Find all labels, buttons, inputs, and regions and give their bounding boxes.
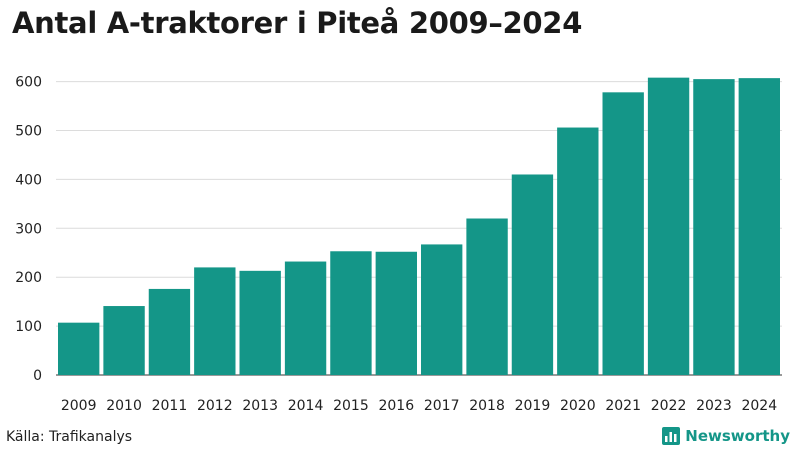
bar-2019 <box>511 174 554 375</box>
x-tick-label: 2020 <box>560 398 596 414</box>
y-axis-ticks: 0 100 200 300 400 500 600 <box>15 75 42 384</box>
bar-2010 <box>103 306 145 375</box>
brand: Newsworthy <box>662 427 790 445</box>
bar-chart: 0 100 200 300 400 500 600 2009 2010 2011 2012 2013… <box>15 75 782 414</box>
y-tick-label: 600 <box>15 75 42 91</box>
bar-2018 <box>466 218 508 375</box>
y-tick-label: 100 <box>15 319 42 335</box>
bar-2013 <box>239 270 281 375</box>
x-tick-label: 2012 <box>197 398 233 414</box>
bars <box>58 77 780 376</box>
y-tick-label: 300 <box>15 221 42 237</box>
bar-2016 <box>375 251 417 375</box>
x-tick-label: 2013 <box>242 398 278 414</box>
x-tick-label: 2014 <box>288 398 324 414</box>
bar-2009 <box>58 322 100 375</box>
y-tick-label: 0 <box>33 368 42 384</box>
bar-2020 <box>557 127 599 375</box>
bar-2024 <box>738 78 780 375</box>
y-tick-label: 200 <box>15 270 42 286</box>
bar-2014 <box>284 261 327 375</box>
x-tick-label: 2018 <box>469 398 505 414</box>
x-tick-label: 2016 <box>378 398 414 414</box>
x-tick-label: 2017 <box>424 398 460 414</box>
bar-2023 <box>693 79 735 375</box>
x-tick-label: 2021 <box>605 398 641 414</box>
brand-name: Newsworthy <box>685 427 790 445</box>
y-tick-label: 500 <box>15 123 42 139</box>
x-axis-ticks: 2009 2010 2011 2012 2013 2014 2015 2016 2017 2018… <box>61 398 777 414</box>
x-tick-label: 2009 <box>61 398 97 414</box>
bar-chart-logo-icon <box>662 427 681 445</box>
x-tick-label: 2015 <box>333 398 369 414</box>
bar-2012 <box>194 267 236 375</box>
bar-2022 <box>647 77 690 376</box>
x-tick-label: 2023 <box>696 398 732 414</box>
x-tick-label: 2024 <box>741 398 777 414</box>
x-tick-label: 2019 <box>515 398 551 414</box>
y-tick-label: 400 <box>15 172 42 188</box>
bar-2017 <box>421 244 463 375</box>
source-note: Källa: Trafikanalys <box>6 429 133 445</box>
chart-title: Antal A-traktorer i Piteå 2009–2024 <box>12 6 583 40</box>
bar-2011 <box>148 288 191 375</box>
x-tick-label: 2022 <box>651 398 687 414</box>
bar-2015 <box>330 251 372 375</box>
x-tick-label: 2011 <box>152 398 188 414</box>
bar-2021 <box>602 92 644 376</box>
x-tick-label: 2010 <box>106 398 142 414</box>
